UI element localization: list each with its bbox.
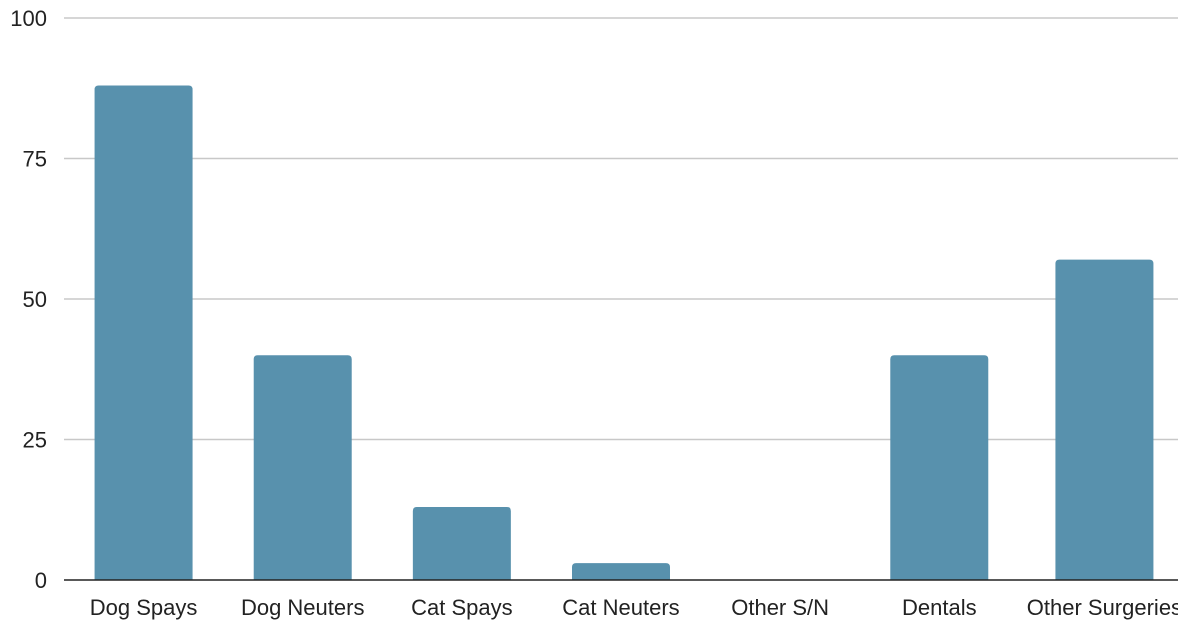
y-tick-label: 100 xyxy=(10,6,47,31)
x-tick-label: Dentals xyxy=(902,595,977,620)
bar-dog-neuters xyxy=(253,355,352,580)
x-tick-label: Dog Spays xyxy=(90,595,198,620)
grid-lines xyxy=(64,17,1178,441)
bar-dentals xyxy=(890,355,989,580)
y-tick-label: 75 xyxy=(23,147,47,172)
x-tick-label: Cat Neuters xyxy=(562,595,679,620)
y-tick-label: 0 xyxy=(35,568,47,593)
bar-cat-neuters xyxy=(572,563,670,580)
bars xyxy=(94,85,1154,580)
bar-other-surgeries xyxy=(1055,259,1154,580)
x-tick-label: Cat Spays xyxy=(411,595,513,620)
x-tick-label: Dog Neuters xyxy=(241,595,365,620)
y-tick-label: 25 xyxy=(23,428,47,453)
x-tick-label: Other S/N xyxy=(731,595,829,620)
x-tick-label: Other Surgeries xyxy=(1027,595,1178,620)
y-tick-label: 50 xyxy=(23,287,47,312)
bar-cat-spays xyxy=(412,506,511,580)
bar-dog-spays xyxy=(94,85,193,580)
tick-labels: 0 25 50 75 100 Dog Spays Dog Neuters Cat Spays C… xyxy=(10,6,1178,620)
